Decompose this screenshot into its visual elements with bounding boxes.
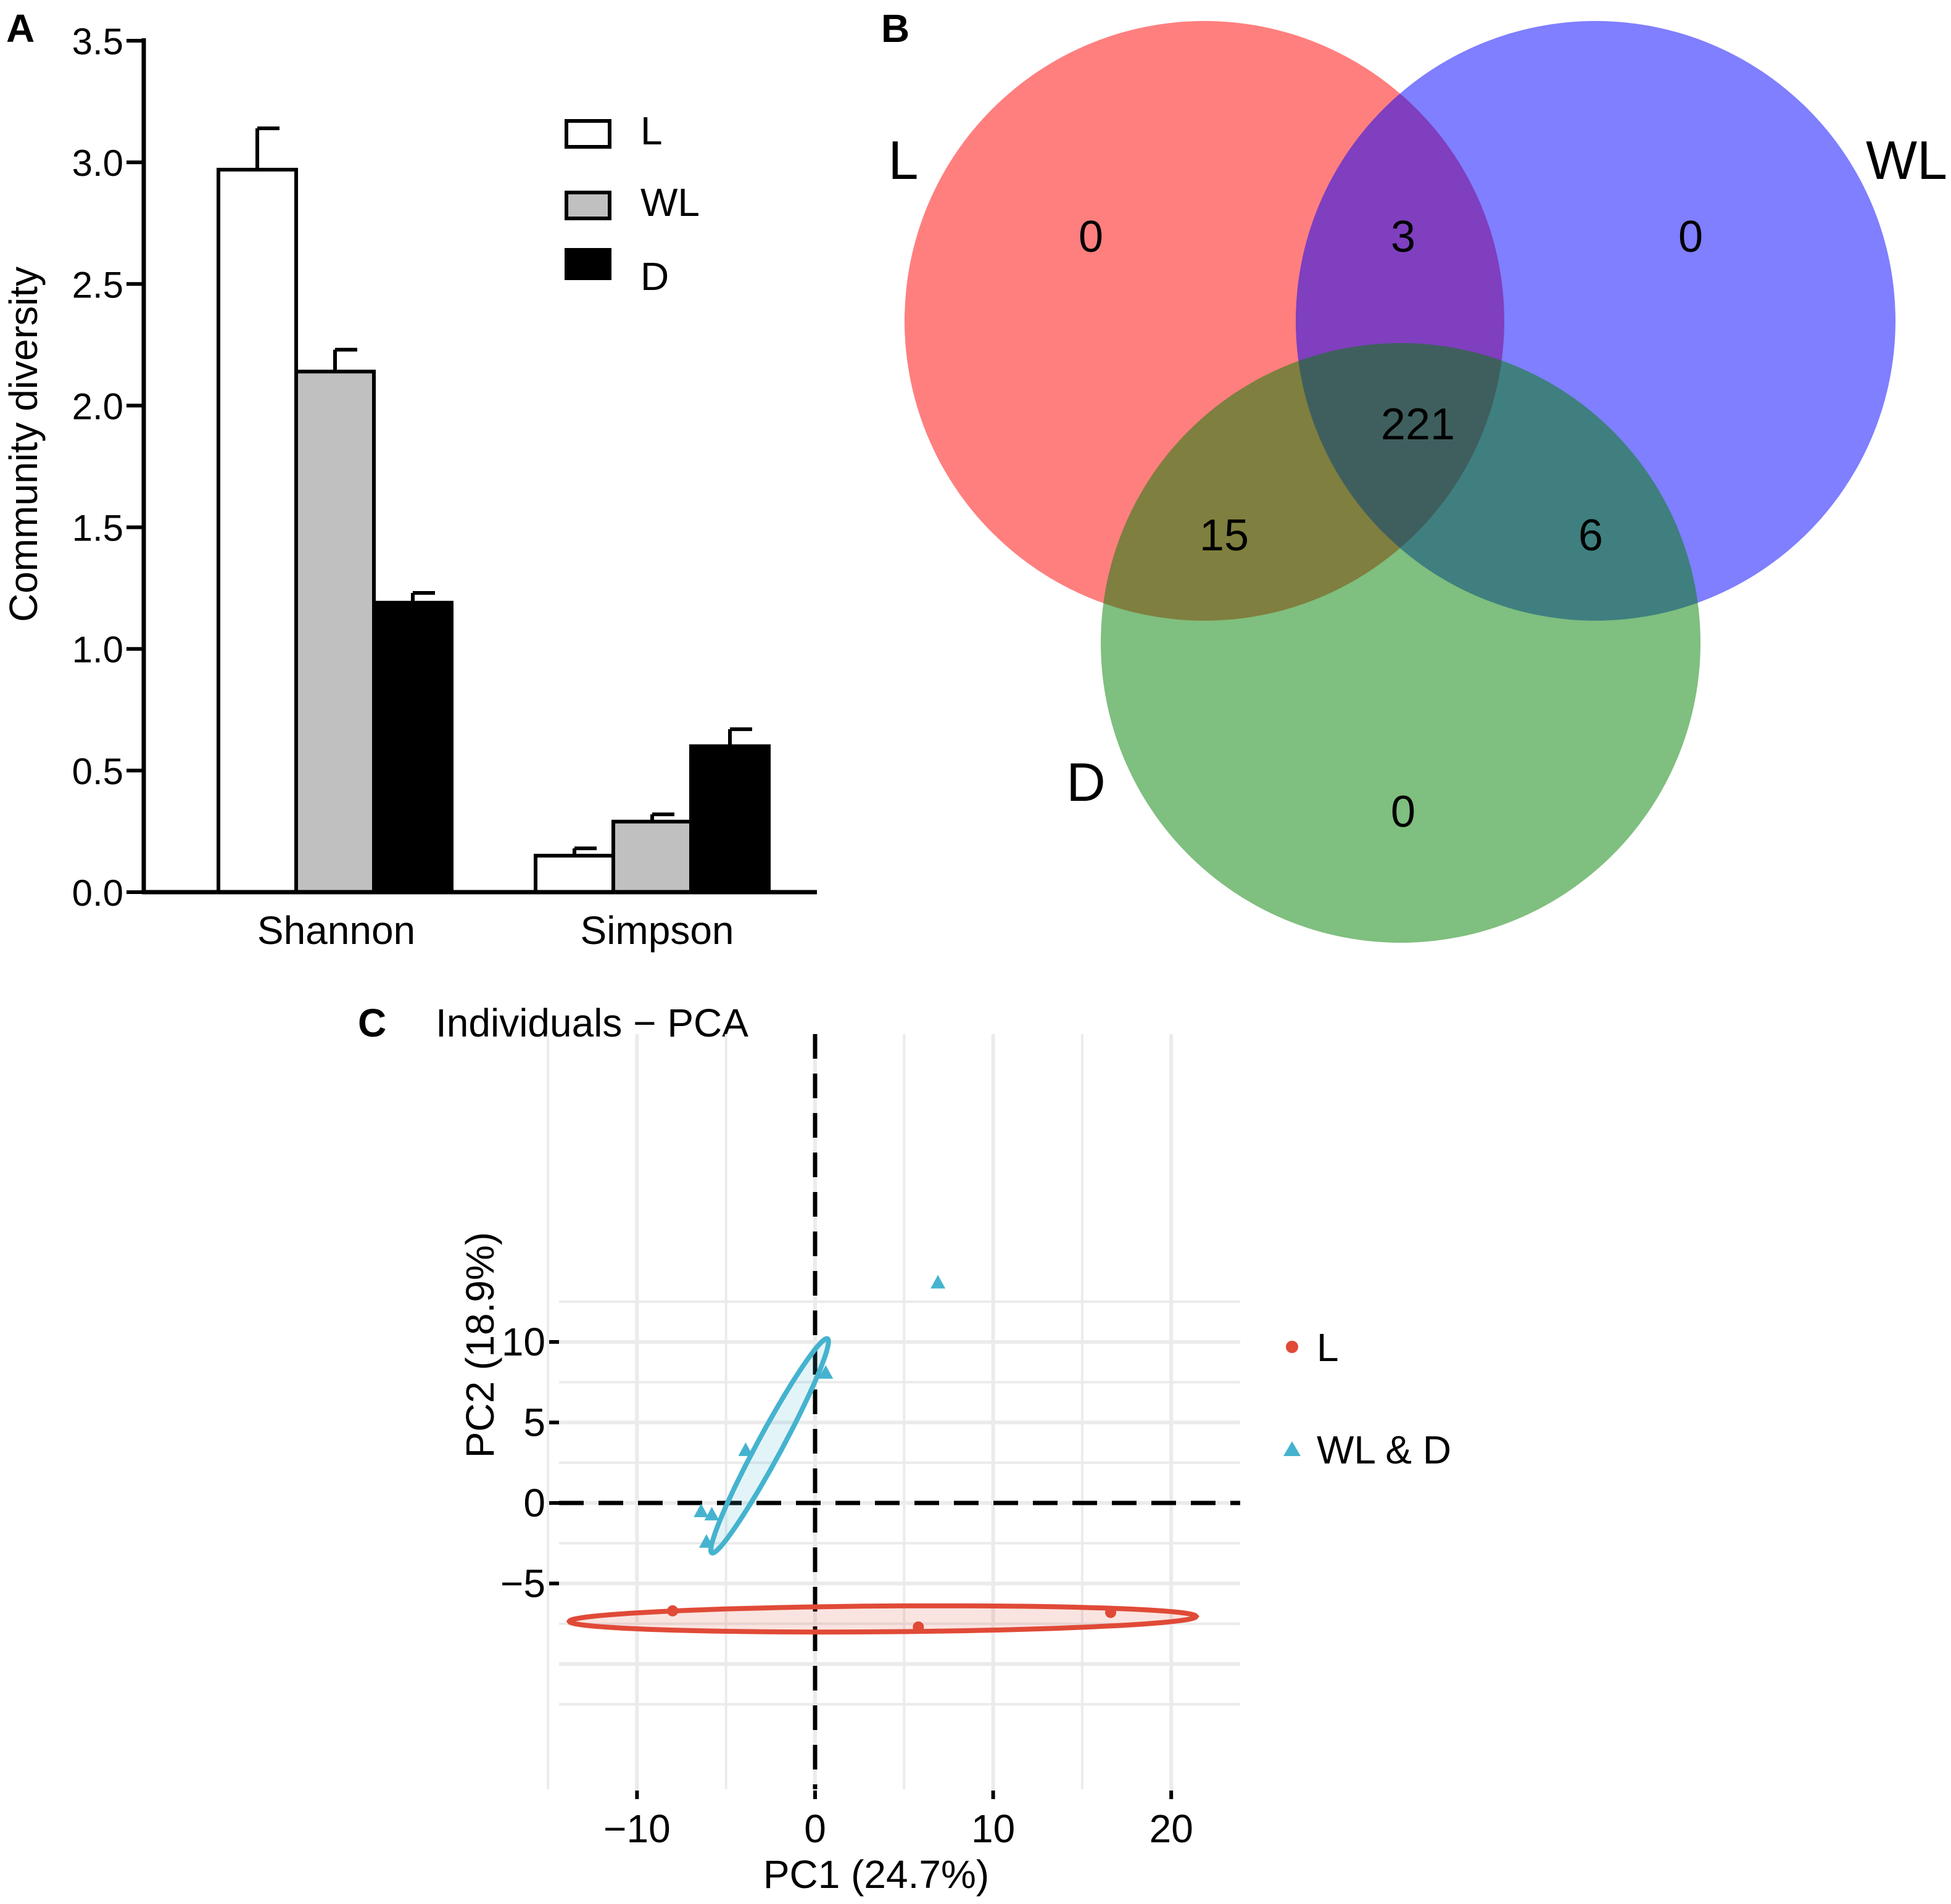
reference-line-group	[559, 1034, 1240, 1789]
data-point-wl-d	[818, 1365, 834, 1379]
bar-wl-simpson	[611, 819, 693, 894]
y-tick-label: −5	[500, 1562, 545, 1606]
y-tick-label: 10	[502, 1320, 545, 1364]
x-tick-label-simpson: Simpson	[581, 908, 734, 953]
data-point-wl-d	[694, 1504, 709, 1518]
x-tick-label: −10	[603, 1807, 671, 1851]
legend: L WL & D	[1283, 1325, 1451, 1472]
bar-l-simpson	[534, 853, 615, 895]
panel-a-label: A	[6, 6, 35, 51]
venn-count-d-only: 0	[1391, 787, 1415, 837]
y-tick-label: 2.0	[72, 386, 123, 427]
x-tick-group: −10 0 10 20	[603, 1790, 1193, 1851]
x-axis-label: PC1 (24.7%)	[763, 1852, 989, 1897]
legend-swatch-wl	[565, 191, 611, 220]
data-point-l	[667, 1605, 679, 1616]
bar-l-shannon	[217, 167, 298, 894]
venn-circle-d	[1101, 343, 1700, 943]
data-point-wl-d	[930, 1275, 946, 1289]
y-tick-label: 2.5	[72, 264, 123, 305]
venn-count-l-wl: 3	[1391, 212, 1415, 262]
y-tick-label: 3.0	[72, 143, 123, 184]
legend-label-l: L	[1317, 1325, 1339, 1370]
panel-c-label: C	[358, 1001, 386, 1045]
legend-marker-l	[1286, 1341, 1298, 1353]
x-tick-label: 0	[804, 1807, 826, 1851]
venn-set-label-l: L	[889, 130, 919, 191]
x-tick-label: 10	[971, 1807, 1015, 1851]
legend-swatch-l	[565, 119, 611, 149]
legend-label-wl-d: WL & D	[1317, 1428, 1451, 1472]
venn-count-wl-d: 6	[1578, 511, 1603, 560]
point-group	[667, 1275, 1117, 1633]
venn-set-label-d: D	[1066, 751, 1106, 813]
plot-title: Individuals − PCA	[436, 1001, 748, 1045]
venn-count-l-only: 0	[1079, 212, 1103, 262]
legend-label-wl: WL	[640, 180, 700, 225]
panel-b-label: B	[881, 6, 909, 51]
y-tick-label: 1.0	[72, 629, 123, 671]
y-axis-label: Community diversity	[1, 267, 46, 622]
data-point-l	[913, 1621, 924, 1633]
panel-b-venn-diagram: B L WL D 0 3 0 221 15 6 0	[881, 6, 1947, 943]
ellipse-group	[566, 1336, 1199, 1635]
y-tick-label: 0	[523, 1481, 545, 1525]
panel-c-pca-plot: C Individuals − PCA −10 0 10 20 −5 0 5 10 PC1 …	[358, 1001, 1451, 1897]
legend-label-d: D	[640, 254, 669, 299]
y-tick-group: −5 0 5 10	[500, 1320, 559, 1606]
y-tick-group: 0.0 0.5 1.0 1.5 2.0 2.5 3.0 3.5	[72, 21, 144, 914]
y-tick-label: 0.5	[72, 751, 123, 792]
data-point-wl-d	[704, 1507, 719, 1521]
legend-marker-wl-d	[1283, 1441, 1301, 1456]
venn-set-label-wl: WL	[1866, 130, 1947, 191]
panel-a-bar-chart: A 0.0 0.5 1.0 1.5 2.0 2.5 3.0 3.5 Shannon Simps…	[1, 6, 817, 953]
y-tick-label: 5	[523, 1401, 545, 1445]
venn-count-l-d: 15	[1199, 511, 1249, 560]
bar-d-shannon	[372, 600, 454, 894]
y-tick-label: 1.5	[72, 508, 123, 549]
bar-wl-shannon	[294, 370, 376, 894]
y-tick-label: 0.0	[72, 872, 123, 914]
data-point-wl-d	[698, 1534, 714, 1548]
confidence-ellipse-wl-d	[708, 1336, 831, 1556]
confidence-ellipse-l	[566, 1603, 1199, 1635]
x-tick-label-shannon: Shannon	[257, 908, 415, 953]
data-point-l	[1105, 1607, 1117, 1618]
x-tick-label: 20	[1149, 1807, 1193, 1851]
venn-count-l-wl-d: 221	[1381, 400, 1455, 449]
venn-count-wl-only: 0	[1678, 212, 1703, 262]
data-point-wl-d	[738, 1442, 753, 1456]
legend-swatch-d	[565, 248, 611, 280]
y-axis-label: PC2 (18.9%)	[458, 1232, 502, 1458]
grid-group	[547, 1034, 1240, 1789]
bar-group	[217, 126, 771, 895]
y-tick-label: 3.5	[72, 21, 123, 62]
legend: L WL D	[565, 109, 700, 299]
bar-d-simpson	[689, 744, 771, 895]
legend-label-l: L	[640, 109, 663, 153]
